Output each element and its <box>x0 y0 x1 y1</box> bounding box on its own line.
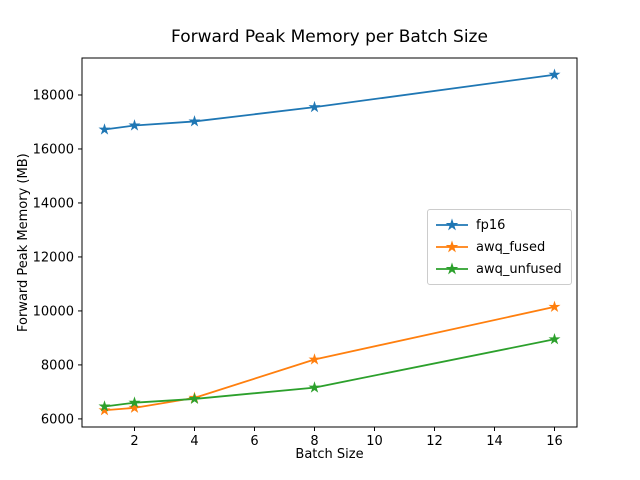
legend-entry: awq_unfused <box>435 259 562 279</box>
series-marker-fp16 <box>308 100 321 113</box>
legend: fp16 awq_fused awq_unfused <box>427 209 572 285</box>
series-marker-fp16 <box>128 119 141 131</box>
series-line-fp16 <box>104 73 555 131</box>
series-line-awq_fused <box>104 306 555 412</box>
series-marker-awq_fused <box>128 401 141 413</box>
legend-label: fp16 <box>476 217 506 233</box>
x-tick-label: 6 <box>250 434 258 449</box>
x-tick-label: 8 <box>310 434 318 449</box>
y-tick-label: 6000 <box>41 412 74 427</box>
x-tick-label: 16 <box>546 434 563 449</box>
axes-frame <box>81 57 578 428</box>
star-marker-icon <box>445 240 459 253</box>
star-marker-icon <box>445 262 459 275</box>
series-marker-awq_fused <box>98 403 111 416</box>
x-axis-label: Batch Size <box>295 447 364 462</box>
star-marker-icon <box>445 218 459 231</box>
series-marker-awq_unfused <box>98 400 111 412</box>
legend-line-sample <box>436 240 468 253</box>
series-marker-fp16 <box>188 115 201 127</box>
series-marker-awq_fused <box>308 353 321 365</box>
series-marker-awq_fused <box>548 300 561 312</box>
y-tick-label: 16000 <box>33 142 74 157</box>
series-marker-awq_unfused <box>308 381 321 393</box>
legend-entry: fp16 <box>435 215 562 235</box>
legend-line-sample <box>436 218 468 231</box>
legend-label: awq_unfused <box>476 261 562 277</box>
x-tick-label: 4 <box>190 434 198 449</box>
y-tick-label: 14000 <box>33 196 74 211</box>
legend-entry: awq_fused <box>435 237 562 257</box>
y-tick-label: 12000 <box>33 250 74 265</box>
y-tick-label: 18000 <box>33 88 74 103</box>
y-axis-label: Forward Peak Memory (MB) <box>16 153 31 332</box>
legend-label: awq_fused <box>476 239 546 255</box>
series-marker-awq_unfused <box>548 332 561 345</box>
y-tick-label: 10000 <box>33 304 74 319</box>
x-tick-label: 10 <box>366 434 383 449</box>
series-marker-awq_unfused <box>188 392 201 405</box>
legend-line-sample <box>436 262 468 275</box>
series-marker-fp16 <box>548 68 561 80</box>
series-line-awq_unfused <box>104 338 555 408</box>
x-tick-label: 14 <box>486 434 503 449</box>
series-marker-fp16 <box>98 123 111 135</box>
series-marker-awq_unfused <box>128 396 141 408</box>
x-tick-label: 12 <box>426 434 443 449</box>
y-tick-label: 8000 <box>41 358 74 373</box>
chart-title: Forward Peak Memory per Batch Size <box>171 27 488 47</box>
x-tick-label: 2 <box>130 434 138 449</box>
